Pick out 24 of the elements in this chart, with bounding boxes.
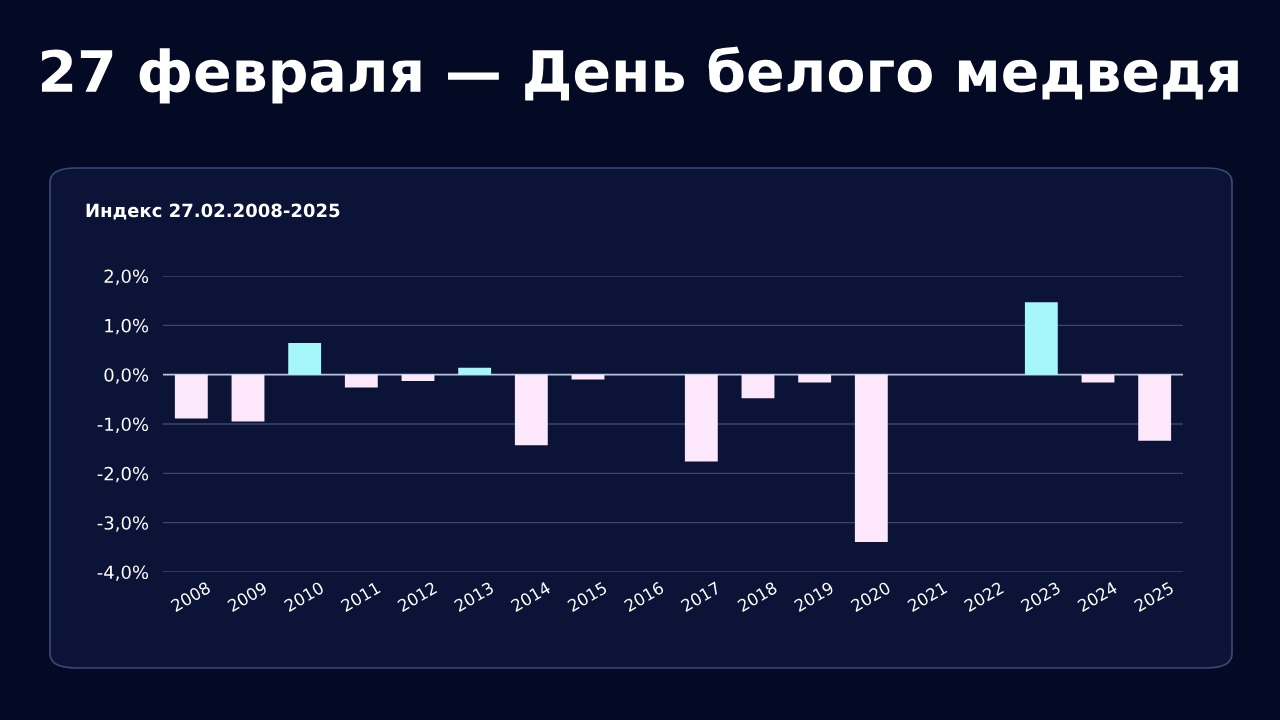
bar <box>288 343 322 375</box>
bar <box>401 374 435 382</box>
bar <box>1138 374 1172 441</box>
bar <box>1024 302 1058 375</box>
bar <box>854 374 888 542</box>
y-tick-label: 2,0% <box>104 269 149 285</box>
bar <box>174 374 208 419</box>
bar <box>684 374 718 462</box>
y-tick-label: -3,0% <box>97 516 149 532</box>
y-tick-label: 1,0% <box>105 318 149 335</box>
bar <box>1081 374 1115 383</box>
y-tick-label: -4,0% <box>97 565 149 581</box>
y-tick-label: -2,0% <box>97 466 149 483</box>
bar <box>458 367 492 375</box>
bar <box>571 374 605 380</box>
bar <box>741 374 775 399</box>
chart-subtitle: Индекс 27.02.2008-2025 <box>86 203 340 220</box>
bar <box>231 374 265 422</box>
y-tick-label: -1,0% <box>97 417 149 433</box>
bar <box>514 374 548 446</box>
bar <box>798 374 832 383</box>
bar <box>344 374 378 388</box>
y-tick-label: 0,0% <box>104 368 149 384</box>
chart-title: 27 февраля — День белого медведя <box>41 46 1238 104</box>
